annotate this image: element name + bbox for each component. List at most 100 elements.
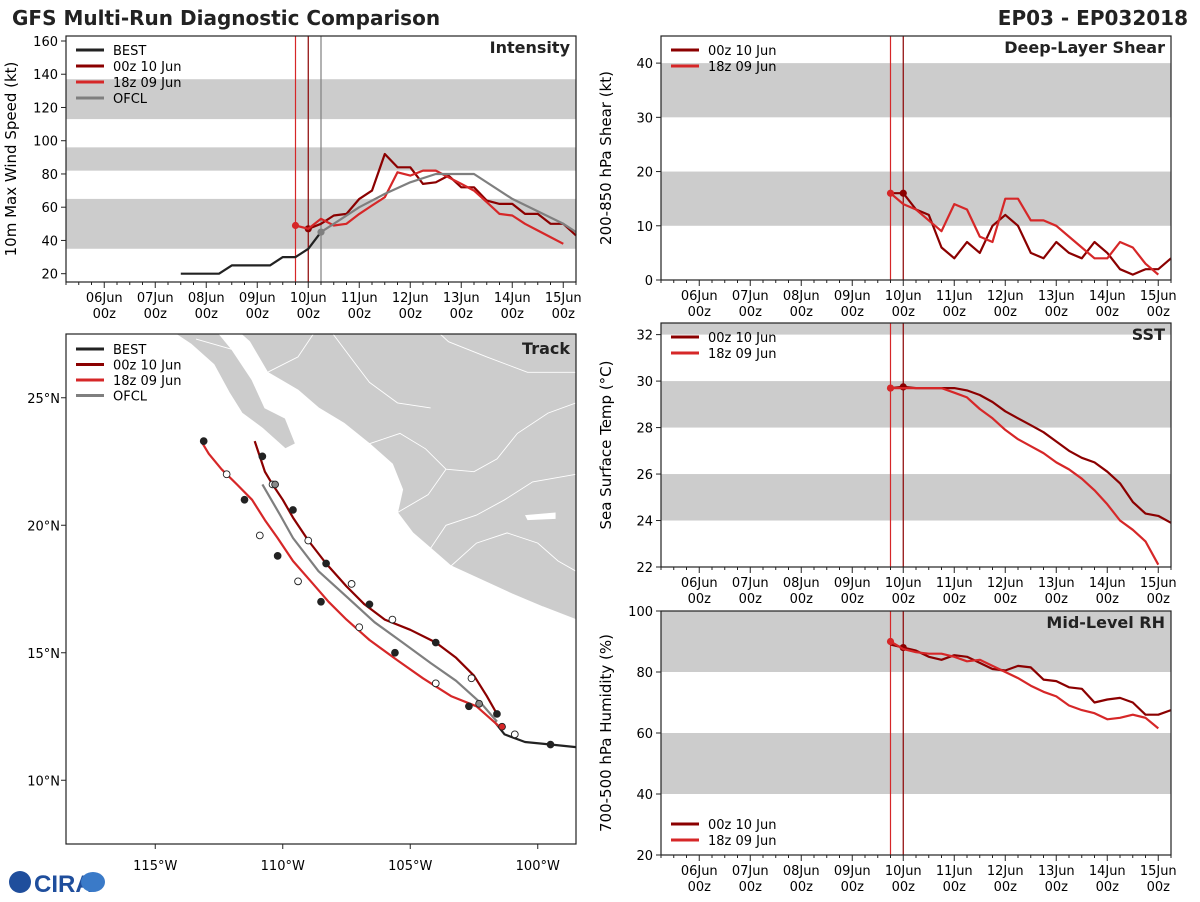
y-tick-label: 15°N <box>27 647 60 662</box>
x-tick-label-date: 08Jun <box>188 291 225 306</box>
series-line-00z 10 Jun <box>890 192 1172 276</box>
x-tick-label-date: 08Jun <box>783 576 820 591</box>
track-line-BEST <box>493 720 576 749</box>
x-tick-label-date: 13Jun <box>443 291 480 306</box>
x-tick-label-hour: 00z <box>943 305 967 320</box>
x-tick-label: 115°W <box>133 859 177 874</box>
y-tick-label: 40 <box>636 57 653 72</box>
x-tick-label-hour: 00z <box>841 880 865 895</box>
track-map <box>174 334 576 749</box>
x-tick-label-date: 09Jun <box>834 576 871 591</box>
x-tick-label-hour: 00z <box>790 305 814 320</box>
x-tick-label-hour: 00z <box>688 880 712 895</box>
x-tick-label-hour: 00z <box>739 592 763 607</box>
series-line-BEST <box>180 231 322 275</box>
shaded-band <box>661 474 1171 521</box>
x-tick-label-hour: 00z <box>892 305 916 320</box>
x-tick-label-date: 14Jun <box>1089 864 1126 879</box>
x-tick-label-hour: 00z <box>348 307 372 322</box>
chart-shear: 01020304006Jun00z07Jun00z08Jun00z09Jun00… <box>597 35 1177 320</box>
x-tick-label-hour: 00z <box>943 880 967 895</box>
x-tick-label-date: 12Jun <box>987 864 1024 879</box>
x-tick-label-date: 06Jun <box>681 864 718 879</box>
legend-label: 18z 09 Jun <box>708 347 777 362</box>
x-tick-label-date: 10Jun <box>290 291 327 306</box>
x-tick-label-hour: 00z <box>790 880 814 895</box>
x-tick-label-date: 07Jun <box>137 291 174 306</box>
y-tick-label: 30 <box>636 375 653 390</box>
x-tick-label-date: 10Jun <box>885 576 922 591</box>
series-start-marker <box>899 189 907 197</box>
x-tick-label-date: 09Jun <box>834 289 871 304</box>
y-tick-label: 40 <box>41 234 58 249</box>
track-position-marker <box>510 730 519 739</box>
x-tick-label-date: 06Jun <box>86 291 123 306</box>
y-tick-label: 20 <box>636 849 653 864</box>
state-boundary <box>397 468 447 513</box>
x-tick-label-hour: 00z <box>1096 880 1120 895</box>
y-tick-label: 10°N <box>27 774 60 789</box>
y-tick-label: 20 <box>636 166 653 181</box>
state-boundary <box>195 338 232 350</box>
y-tick-label: 24 <box>636 515 653 530</box>
x-tick-label-date: 08Jun <box>783 289 820 304</box>
track-line-OFCL <box>261 483 498 723</box>
x-tick-label-hour: 00z <box>297 307 321 322</box>
y-tick-label: 100 <box>33 135 58 150</box>
x-tick-label-date: 15Jun <box>545 291 582 306</box>
track-position-marker <box>271 480 279 489</box>
x-tick-label-hour: 00z <box>892 880 916 895</box>
y-axis-label: Sea Surface Temp (°C) <box>597 360 615 529</box>
series-line-18z 09 Jun <box>889 192 1160 276</box>
series-start-marker <box>886 189 895 197</box>
y-tick-label: 60 <box>41 201 58 216</box>
x-tick-label-hour: 00z <box>450 307 474 322</box>
y-tick-label: 26 <box>636 468 653 483</box>
legend-label: 00z 10 Jun <box>113 359 182 374</box>
lake-chapala <box>525 512 556 521</box>
track-position-marker <box>467 674 476 683</box>
x-tick-label-hour: 00z <box>93 307 117 322</box>
x-tick-label-hour: 00z <box>552 307 576 322</box>
legend-label: 00z 10 Jun <box>708 44 777 59</box>
state-boundary <box>332 334 431 409</box>
x-tick-label-hour: 00z <box>841 592 865 607</box>
panel-title: Mid-Level RH <box>1046 613 1165 632</box>
shaded-band <box>661 611 1171 672</box>
y-tick-label: 140 <box>33 68 58 83</box>
legend-label: 00z 10 Jun <box>708 818 777 833</box>
track-position-marker <box>431 679 440 688</box>
track-position-marker <box>493 710 501 718</box>
x-tick-label-date: 14Jun <box>1089 576 1126 591</box>
x-tick-label-date: 06Jun <box>681 576 718 591</box>
x-tick-label-date: 11Jun <box>936 864 973 879</box>
track-position-marker <box>273 551 282 560</box>
x-tick-label-hour: 00z <box>1147 305 1171 320</box>
legend-label: 00z 10 Jun <box>708 331 777 346</box>
x-tick-label-hour: 00z <box>892 592 916 607</box>
x-tick-label-hour: 00z <box>1147 880 1171 895</box>
track-position-marker <box>322 559 330 568</box>
x-tick-label-hour: 00z <box>1045 592 1069 607</box>
y-axis-label: 200-850 hPa Shear (kt) <box>597 71 615 245</box>
legend-label: 18z 09 Jun <box>113 76 182 91</box>
x-tick-label-date: 10Jun <box>885 289 922 304</box>
y-tick-label: 20 <box>41 268 58 283</box>
x-tick-label-hour: 00z <box>1096 305 1120 320</box>
series-line-OFCL <box>320 172 577 234</box>
y-tick-label: 60 <box>636 727 653 742</box>
x-tick-label-hour: 00z <box>739 305 763 320</box>
x-tick-label-date: 09Jun <box>834 864 871 879</box>
y-tick-label: 80 <box>636 666 653 681</box>
x-tick-label-date: 11Jun <box>341 291 378 306</box>
panel-title: Track <box>522 339 570 358</box>
track-position-marker <box>199 437 208 445</box>
series-start-marker <box>886 637 895 646</box>
land-mainland <box>240 334 576 621</box>
x-tick-label: 100°W <box>516 859 560 874</box>
legend-label: OFCL <box>113 390 148 405</box>
x-tick-label-hour: 00z <box>943 592 967 607</box>
y-tick-label: 25°N <box>27 392 60 407</box>
track-position-marker <box>465 702 473 711</box>
